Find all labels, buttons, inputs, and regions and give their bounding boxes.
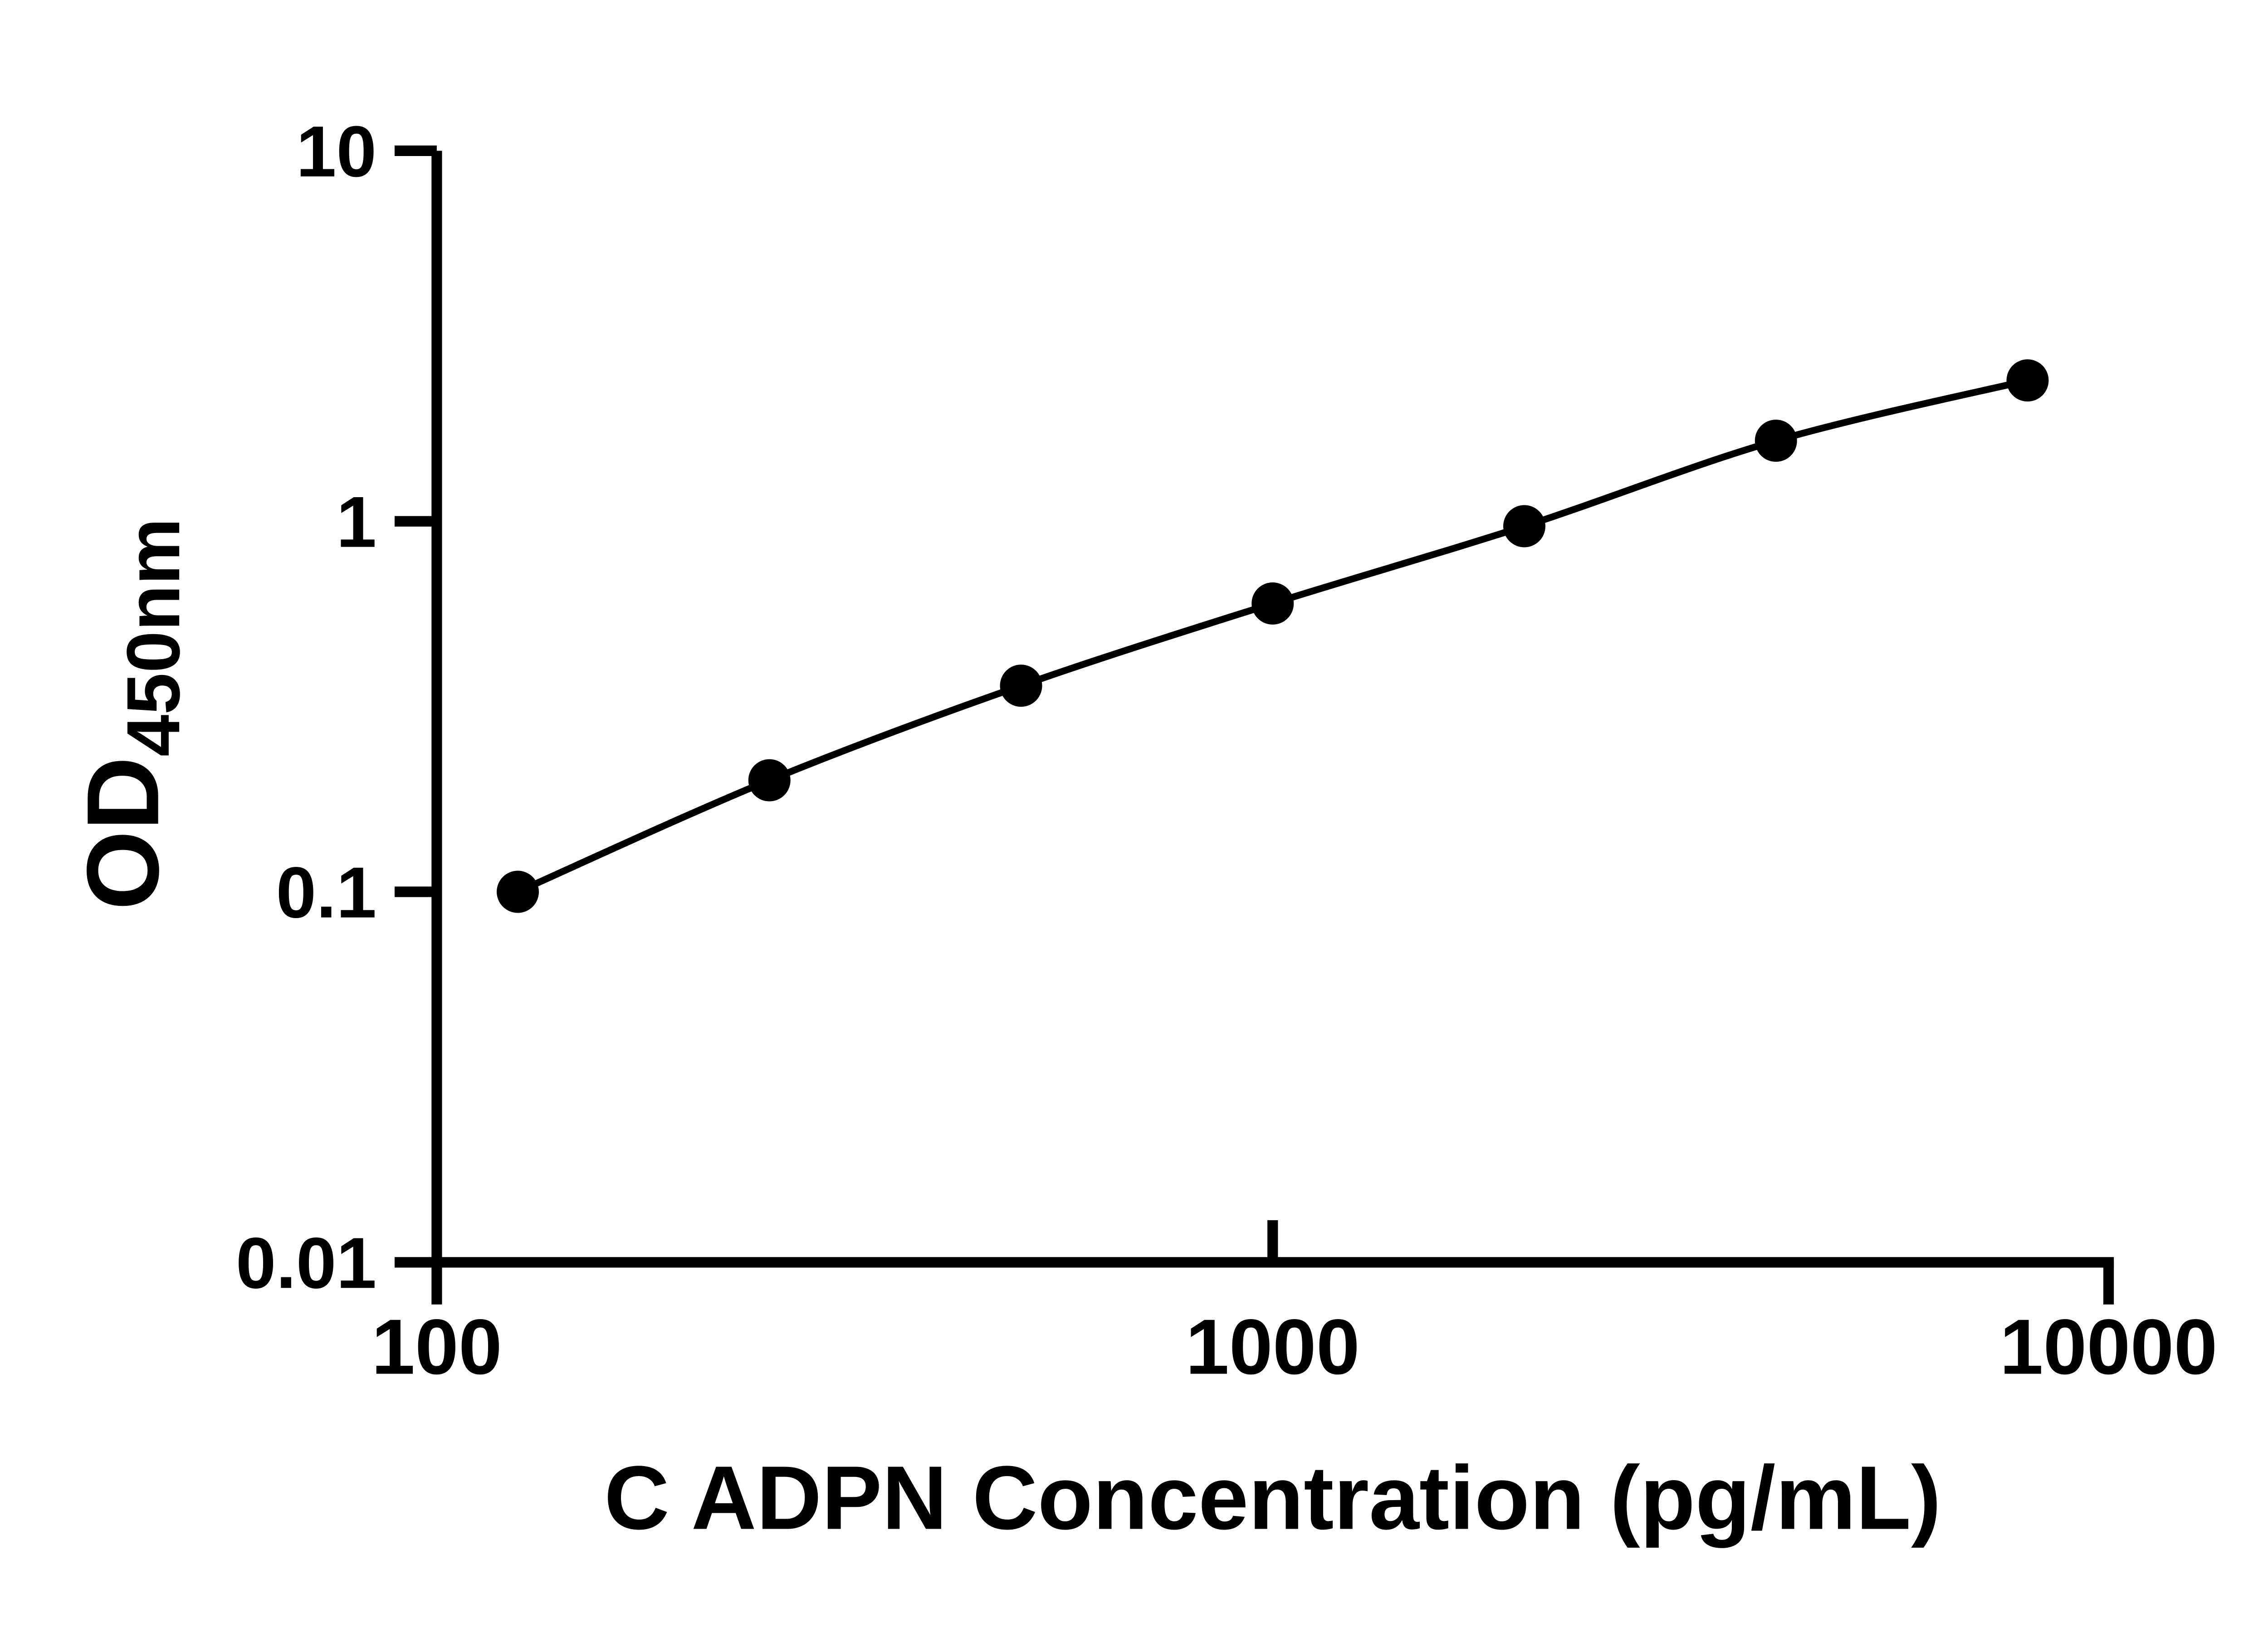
x-tick-label: 100 <box>371 1303 502 1391</box>
data-point-marker <box>748 759 791 802</box>
x-axis-title: C ADPN Concentration (pg/mL) <box>604 1448 1941 1549</box>
y-axis-tick-labels: 0.01 0.1 1 10 <box>236 111 376 1303</box>
data-point-marker <box>1251 582 1294 625</box>
y-axis-ticks <box>394 145 437 1268</box>
y-tick-label: 1 <box>336 482 376 562</box>
y-axis-title-main: OD <box>66 757 180 910</box>
y-axis-title: OD450nm <box>66 518 196 910</box>
y-axis-title-subscript: 450nm <box>112 518 196 757</box>
data-point-marker <box>497 870 539 913</box>
x-axis-tick-labels: 100 1000 10000 <box>371 1303 2218 1391</box>
y-tick-label: 0.1 <box>276 852 377 933</box>
data-point-marker <box>2006 359 2049 402</box>
x-tick-label: 1000 <box>1186 1303 1360 1391</box>
y-tick-label: 10 <box>296 111 376 192</box>
x-tick-label: 10000 <box>1999 1303 2217 1391</box>
data-points <box>497 359 2049 913</box>
standard-curve-line <box>516 377 2028 895</box>
data-point-marker <box>1503 505 1545 548</box>
axes <box>431 151 2114 1268</box>
data-point-marker <box>1000 665 1042 707</box>
data-point-marker <box>1755 420 1797 462</box>
y-tick-label: 0.01 <box>236 1222 376 1303</box>
x-axis-ticks <box>431 1220 2114 1305</box>
